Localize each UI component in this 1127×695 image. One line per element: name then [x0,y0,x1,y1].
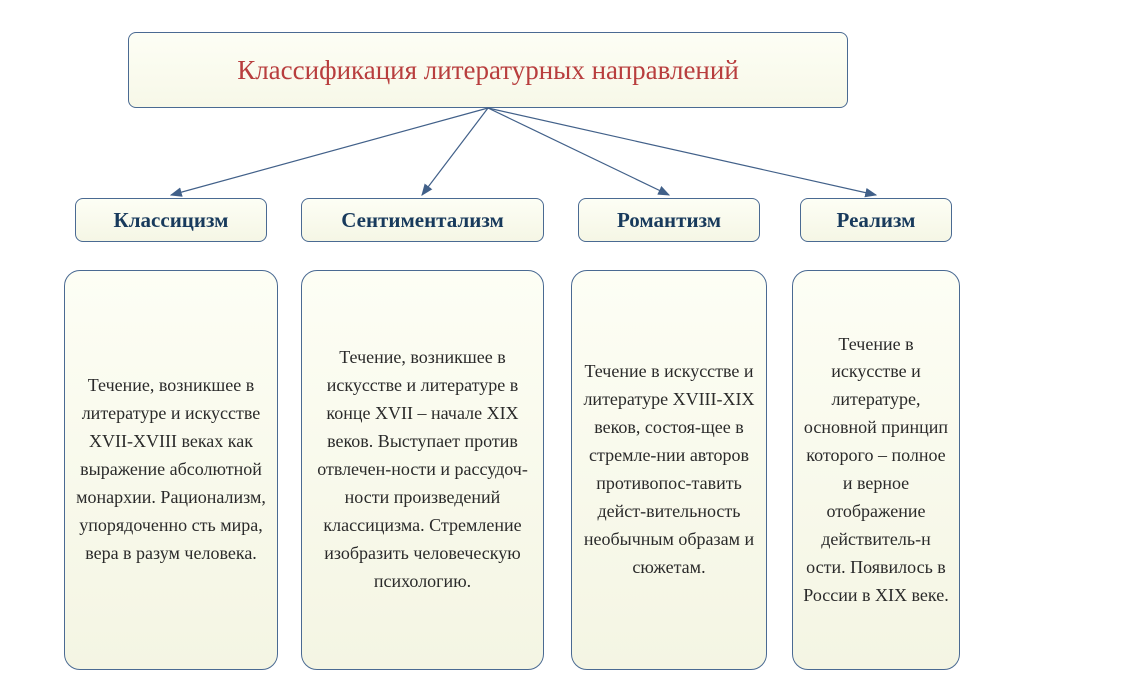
category-box: Реализм [800,198,952,242]
arrow-line [488,108,669,195]
arrow-line [171,108,488,195]
category-label: Классицизм [114,208,229,233]
description-text: Течение в искусстве и литературе XVIII-X… [582,358,756,581]
category-label: Реализм [837,208,916,233]
category-box: Романтизм [578,198,760,242]
category-label: Сентиментализм [341,208,504,233]
arrow-line [422,108,488,195]
description-box: Течение, возникшее в искусстве и литерат… [301,270,544,670]
title-box: Классификация литературных направлений [128,32,848,108]
arrow-line [488,108,876,195]
description-text: Течение в искусстве и литературе, основн… [803,331,949,610]
category-label: Романтизм [617,208,721,233]
title-text: Классификация литературных направлений [237,55,739,86]
category-box: Сентиментализм [301,198,544,242]
description-text: Течение, возникшее в литературе и искусс… [75,372,267,567]
description-box: Течение в искусстве и литературе XVIII-X… [571,270,767,670]
description-text: Течение, возникшее в искусстве и литерат… [312,344,533,595]
category-box: Классицизм [75,198,267,242]
description-box: Течение в искусстве и литературе, основн… [792,270,960,670]
description-box: Течение, возникшее в литературе и искусс… [64,270,278,670]
